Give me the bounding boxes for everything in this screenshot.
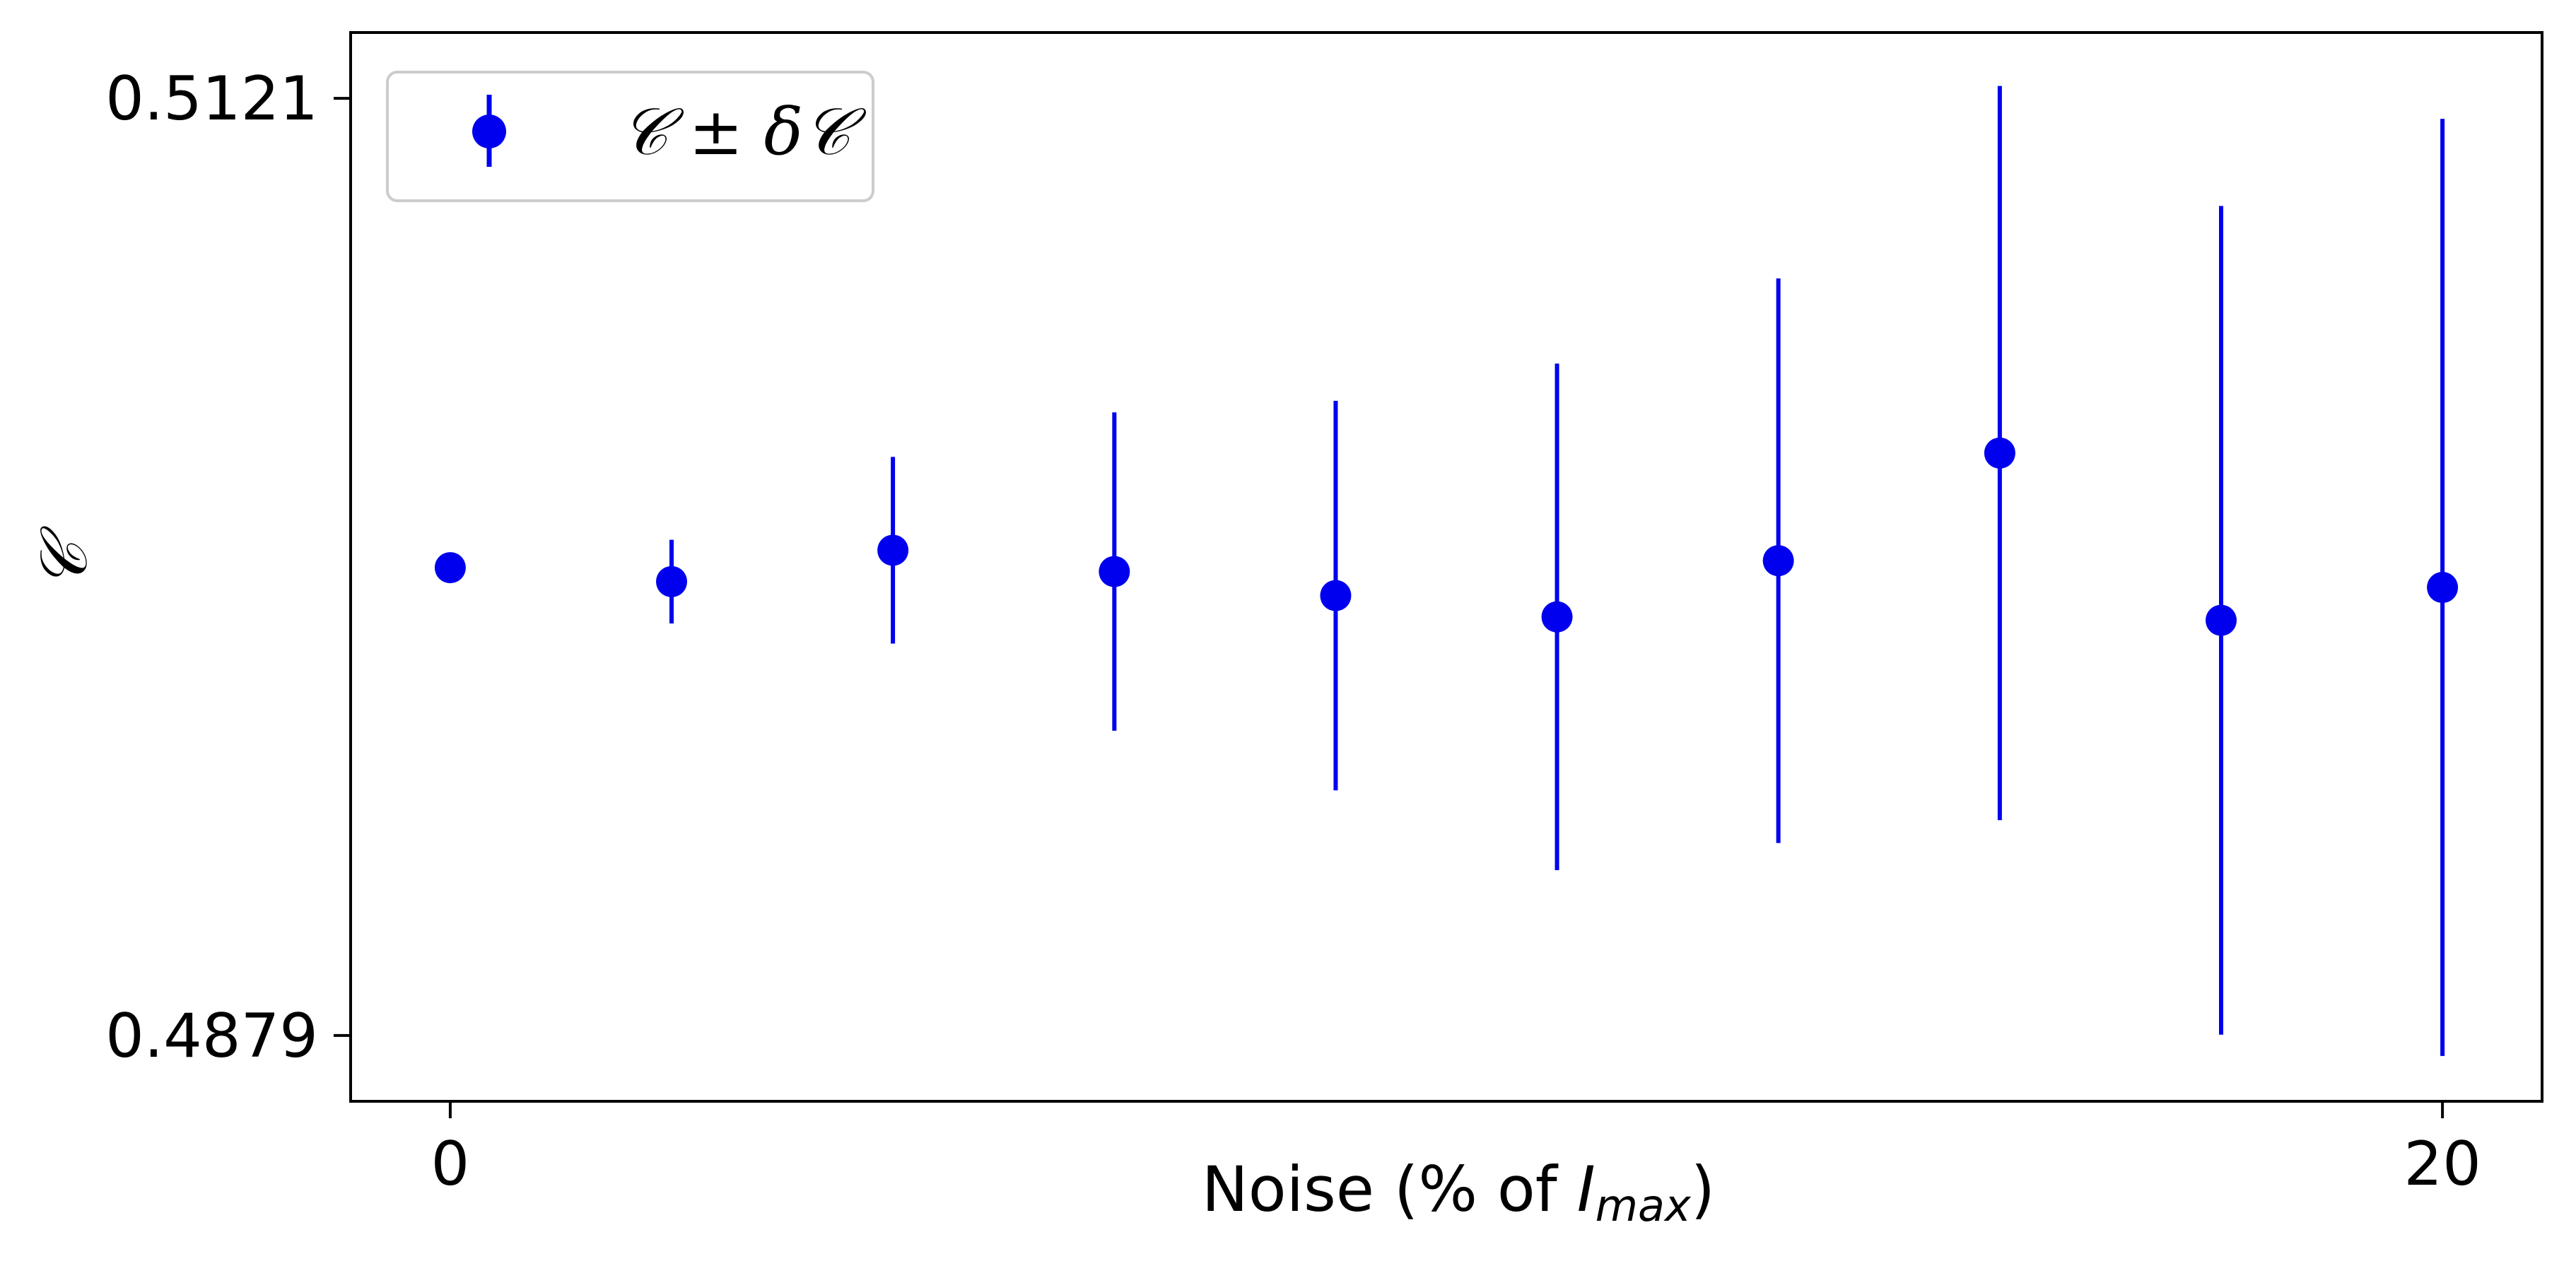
x-axis-label-subscript: max — [1596, 1180, 1692, 1231]
plot-area-frame — [349, 31, 2543, 1103]
y-axis-ticks: 0.4879 0.5121 — [105, 64, 351, 1072]
legend: 𝒞 ± δ𝒞 — [386, 71, 874, 202]
legend-point-marker — [472, 115, 506, 148]
data-point — [2427, 572, 2459, 604]
legend-box — [386, 71, 874, 202]
data-point — [656, 565, 688, 597]
data-point — [2205, 604, 2237, 636]
data-point — [1320, 580, 1352, 611]
x-axis-label-prefix: Noise (% of — [1202, 1153, 1577, 1226]
x-axis-ticks: 0 20 — [431, 1101, 2481, 1200]
data-point — [1984, 437, 2015, 469]
x-tick-label: 0 — [431, 1129, 470, 1200]
legend-label: 𝒞 ± δ𝒞 — [621, 94, 867, 170]
data-points — [434, 437, 2459, 636]
data-point — [1099, 556, 1130, 587]
x-tick-label: 20 — [2404, 1129, 2481, 1200]
x-axis-label-variable: I — [1577, 1153, 1596, 1226]
x-axis-label: Noise (% of Imax) — [1202, 1153, 1715, 1231]
y-tick-label: 0.4879 — [105, 1001, 318, 1072]
data-point — [434, 552, 466, 584]
data-point — [1541, 601, 1573, 633]
y-tick-label: 0.5121 — [105, 64, 318, 134]
data-point — [877, 534, 909, 566]
x-axis-label-suffix: ) — [1691, 1153, 1715, 1226]
data-point — [1762, 545, 1794, 577]
